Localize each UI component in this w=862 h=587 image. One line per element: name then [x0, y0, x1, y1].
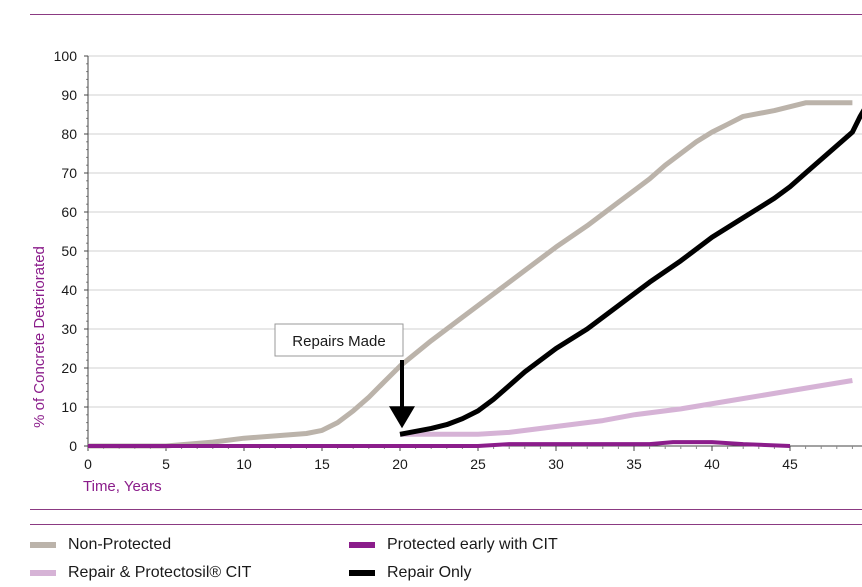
- series-lines: [88, 100, 862, 449]
- series-line-2: [88, 440, 791, 448]
- x-tick-label: 15: [314, 456, 330, 472]
- annotation-text: Repairs Made: [292, 333, 385, 350]
- x-tick-label: 30: [548, 456, 564, 472]
- y-tick-label: 80: [61, 126, 77, 142]
- y-tick-label: 90: [61, 87, 77, 103]
- y-tick-label: 50: [61, 243, 77, 259]
- legend-item-protected-early: Protected early with CIT: [349, 536, 558, 554]
- annotation: Repairs Made: [274, 323, 415, 429]
- x-axis-label: Time, Years: [83, 478, 162, 495]
- bottom-divider-1: [30, 509, 862, 510]
- y-tick-label: 70: [61, 165, 77, 181]
- y-tick-label: 30: [61, 321, 77, 337]
- bottom-divider-2: [30, 524, 862, 525]
- series-line-1: [400, 378, 853, 437]
- grid: [88, 55, 862, 408]
- y-tick-label: 100: [54, 48, 78, 64]
- y-tick-label: 0: [69, 438, 77, 454]
- line-chart: 0 10 20 30 40 50 60 70 80 90 100 0 5 10 15 20 25 30 35 40 45…: [31, 48, 862, 495]
- x-tick-label: 0: [84, 456, 92, 472]
- legend-swatch: [349, 570, 375, 576]
- x-tick-label: 10: [236, 456, 252, 472]
- x-tick-label: 25: [470, 456, 486, 472]
- y-axis-label: % of Concrete Deteriorated: [31, 246, 48, 428]
- y-tick-label: 10: [61, 399, 77, 415]
- x-tick-label: 35: [626, 456, 642, 472]
- annotation-arrow-head: [389, 406, 415, 429]
- x-tick-label: 45: [782, 456, 798, 472]
- axes: 0 10 20 30 40 50 60 70 80 90 100 0 5 10 15 20 25 30 35 40 45: [54, 48, 862, 472]
- top-divider: [30, 14, 862, 15]
- x-tick-label: 5: [162, 456, 170, 472]
- x-tick-label: 20: [392, 456, 408, 472]
- y-tick-label: 60: [61, 204, 77, 220]
- series-line-3: [399, 108, 862, 437]
- y-tick-label: 20: [61, 360, 77, 376]
- legend-swatch: [30, 542, 56, 548]
- annotation-box: [274, 323, 404, 357]
- legend-label: Protected early with CIT: [387, 536, 558, 553]
- legend-swatch: [30, 570, 56, 576]
- y-tick-label: 40: [61, 282, 77, 298]
- legend-label: Repair & Protectosil® CIT: [68, 564, 252, 581]
- legend-label: Non-Protected: [68, 536, 172, 553]
- legend-label: Repair Only: [387, 564, 472, 581]
- x-tick-label: 40: [704, 456, 720, 472]
- legend-swatch: [349, 542, 375, 548]
- series-line-0: [88, 100, 853, 449]
- legend-item-repair-only: Repair Only: [349, 564, 471, 582]
- legend-item-non-protected: Non-Protected: [30, 536, 171, 554]
- legend-item-repair-protectosil: Repair & Protectosil® CIT: [30, 564, 251, 582]
